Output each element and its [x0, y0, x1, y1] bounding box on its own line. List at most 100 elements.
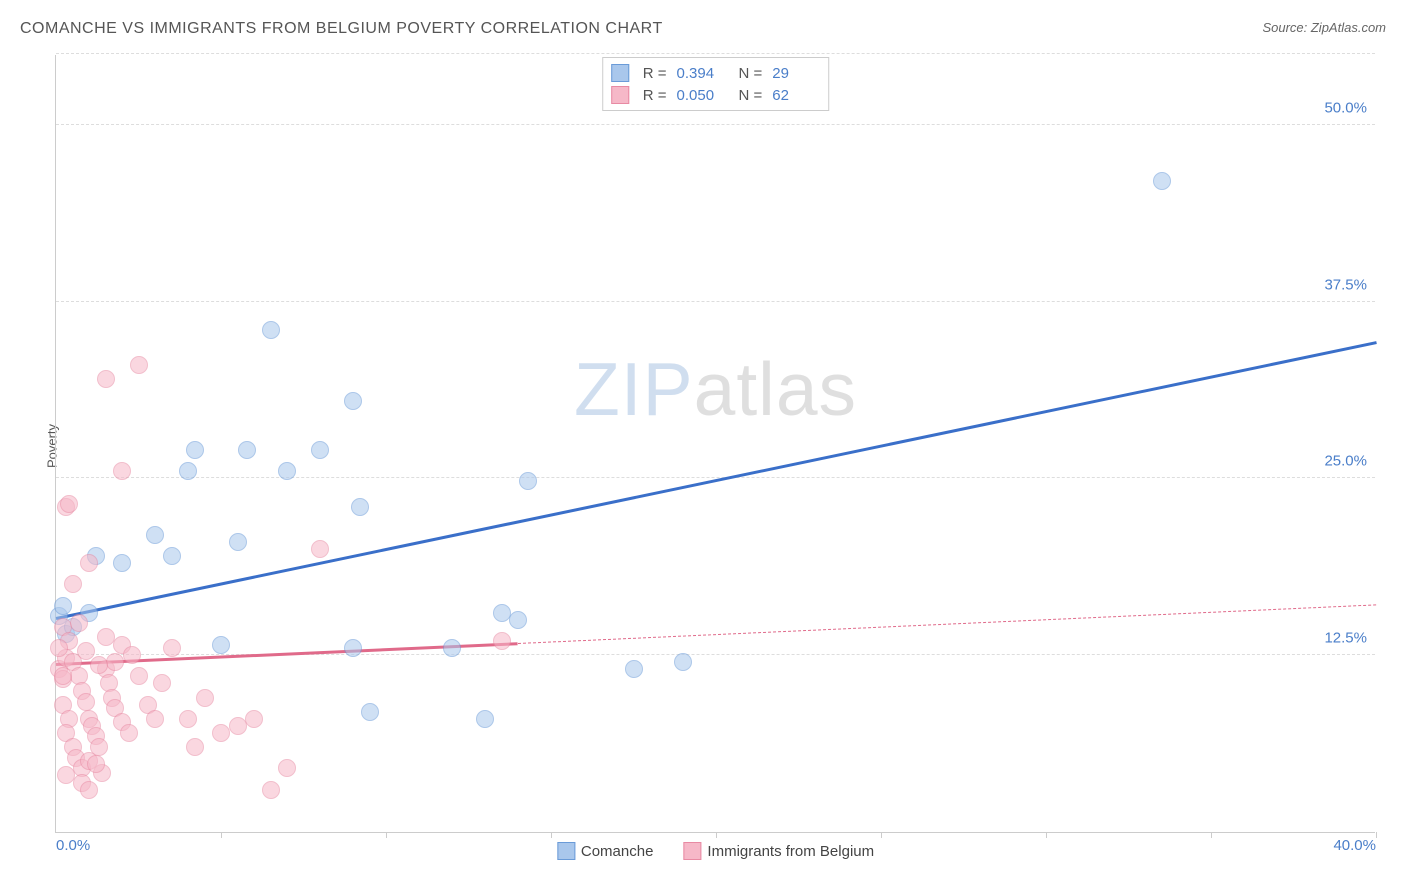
legend-item: Immigrants from Belgium: [683, 842, 874, 860]
data-point: [229, 717, 247, 735]
data-point: [120, 724, 138, 742]
data-point: [179, 462, 197, 480]
legend-stat-row: R = 0.394 N = 29: [611, 62, 821, 84]
y-tick-label: 50.0%: [1324, 99, 1367, 116]
data-point: [229, 533, 247, 551]
r-value: 0.050: [677, 87, 725, 104]
x-tick-mark: [1376, 832, 1377, 838]
data-point: [146, 526, 164, 544]
data-point: [64, 575, 82, 593]
legend-label: Immigrants from Belgium: [707, 843, 874, 860]
watermark: ZIPatlas: [574, 346, 857, 432]
data-point: [57, 766, 75, 784]
watermark-prefix: ZIP: [574, 347, 694, 431]
y-tick-label: 37.5%: [1324, 276, 1367, 293]
y-tick-label: 12.5%: [1324, 630, 1367, 647]
data-point: [146, 710, 164, 728]
data-point: [163, 547, 181, 565]
data-point: [351, 498, 369, 516]
y-tick-label: 25.0%: [1324, 453, 1367, 470]
r-label: R =: [643, 65, 667, 82]
x-tick-label: 40.0%: [1333, 837, 1376, 854]
data-point: [77, 642, 95, 660]
n-label: N =: [739, 65, 763, 82]
watermark-suffix: atlas: [694, 347, 857, 431]
data-point: [361, 703, 379, 721]
data-point: [476, 710, 494, 728]
n-label: N =: [739, 87, 763, 104]
chart-title: COMANCHE VS IMMIGRANTS FROM BELGIUM POVE…: [20, 20, 663, 38]
data-point: [113, 554, 131, 572]
data-point: [97, 370, 115, 388]
n-value: 62: [772, 87, 820, 104]
data-point: [87, 755, 105, 773]
data-point: [186, 738, 204, 756]
data-point: [80, 781, 98, 799]
legend-item: Comanche: [557, 842, 654, 860]
data-point: [625, 660, 643, 678]
legend-stats: R = 0.394 N = 29 R = 0.050 N = 62: [602, 57, 830, 111]
data-point: [54, 667, 72, 685]
data-point: [77, 693, 95, 711]
data-point: [163, 639, 181, 657]
legend-stat-row: R = 0.050 N = 62: [611, 84, 821, 106]
gridline: [56, 53, 1375, 54]
data-point: [278, 462, 296, 480]
data-point: [212, 724, 230, 742]
data-point: [60, 495, 78, 513]
data-point: [212, 636, 230, 654]
data-point: [509, 611, 527, 629]
x-tick-mark: [221, 832, 222, 838]
data-point: [113, 462, 131, 480]
data-point: [519, 472, 537, 490]
data-point: [443, 639, 461, 657]
data-point: [1153, 172, 1171, 190]
x-tick-mark: [1211, 832, 1212, 838]
data-point: [262, 321, 280, 339]
r-label: R =: [643, 87, 667, 104]
data-point: [493, 604, 511, 622]
data-point: [311, 441, 329, 459]
r-value: 0.394: [677, 65, 725, 82]
data-point: [123, 646, 141, 664]
x-tick-label: 0.0%: [56, 837, 90, 854]
gridline: [56, 301, 1375, 302]
x-tick-mark: [716, 832, 717, 838]
data-point: [245, 710, 263, 728]
plot-area: ZIPatlas R =0.394N =29R =0.050N =62 Coma…: [55, 55, 1375, 833]
data-point: [186, 441, 204, 459]
data-point: [80, 554, 98, 572]
data-point: [278, 759, 296, 777]
data-point: [50, 639, 68, 657]
x-tick-mark: [1046, 832, 1047, 838]
data-point: [130, 667, 148, 685]
x-tick-mark: [881, 832, 882, 838]
data-point: [54, 597, 72, 615]
x-tick-mark: [386, 832, 387, 838]
data-point: [130, 356, 148, 374]
legend-swatch: [611, 86, 629, 104]
legend-swatch: [611, 64, 629, 82]
data-point: [196, 689, 214, 707]
n-value: 29: [772, 65, 820, 82]
data-point: [179, 710, 197, 728]
source-attribution: Source: ZipAtlas.com: [1262, 20, 1386, 35]
data-point: [344, 392, 362, 410]
legend-label: Comanche: [581, 843, 654, 860]
legend-series: Comanche Immigrants from Belgium: [557, 842, 874, 860]
data-point: [97, 628, 115, 646]
x-tick-mark: [551, 832, 552, 838]
data-point: [311, 540, 329, 558]
gridline: [56, 124, 1375, 125]
data-point: [238, 441, 256, 459]
data-point: [493, 632, 511, 650]
legend-swatch: [557, 842, 575, 860]
trend-line: [56, 342, 1376, 620]
legend-swatch: [683, 842, 701, 860]
data-point: [106, 653, 124, 671]
data-point: [344, 639, 362, 657]
trend-line-dashed: [518, 605, 1376, 645]
data-point: [674, 653, 692, 671]
data-point: [70, 614, 88, 632]
chart-container: COMANCHE VS IMMIGRANTS FROM BELGIUM POVE…: [10, 10, 1396, 882]
